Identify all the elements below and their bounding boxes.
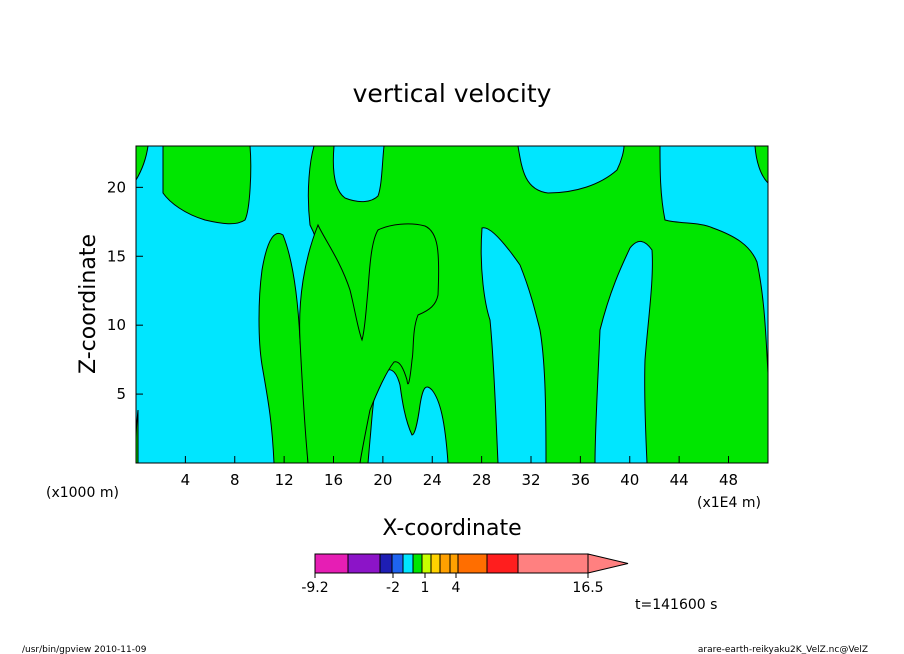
x-tick-label: 20 — [373, 471, 392, 489]
plot-frame — [135, 145, 769, 464]
chart-title: vertical velocity — [353, 79, 552, 108]
colorbar-segment — [314, 553, 349, 574]
positive-region — [135, 145, 769, 464]
colorbar-segment — [517, 553, 589, 574]
x-axis-label: X-coordinate — [382, 516, 521, 541]
x-tick-label: 40 — [620, 471, 639, 489]
colorbar-label: 1 — [421, 580, 430, 596]
x-unit-right: (x1E4 m) — [697, 495, 761, 511]
x-tick-label: 32 — [521, 471, 540, 489]
x-tick-label: 8 — [230, 471, 240, 489]
x-tick-label: 48 — [719, 471, 738, 489]
y-tick-label: 5 — [116, 385, 126, 403]
x-tick-label: 4 — [181, 471, 191, 489]
colorbar-segment — [486, 553, 519, 574]
colorbar-segment — [439, 553, 451, 574]
time-label: t=141600 s — [635, 597, 717, 613]
x-tick-label: 28 — [472, 471, 491, 489]
colorbar-segment — [421, 553, 432, 574]
y-tick-label: 20 — [107, 178, 126, 196]
colorbar-segment — [391, 553, 404, 574]
positive-regions — [135, 145, 769, 464]
colorbar-label: 4 — [452, 580, 461, 596]
x-tick-label: 44 — [670, 471, 689, 489]
colorbar-segment — [449, 553, 459, 574]
colorbar-segment — [430, 553, 441, 574]
y-tick-label: 10 — [107, 316, 126, 334]
x-tick-label: 12 — [275, 471, 294, 489]
colorbar-segment — [402, 553, 414, 574]
colorbar-segment — [379, 553, 393, 574]
footer-right: arare-earth-reikyaku2K_VelZ.nc@VelZ — [698, 645, 868, 654]
colorbar-label: -2 — [386, 580, 400, 596]
colorbar-segment — [457, 553, 488, 574]
x-tick-label: 16 — [324, 471, 343, 489]
footer-left: /usr/bin/gpview 2010-11-09 — [22, 645, 147, 654]
colorbar-extend-arrow — [587, 553, 629, 574]
x-tick-label: 36 — [571, 471, 590, 489]
colorbar-segment — [412, 553, 423, 574]
colorbar — [314, 553, 629, 578]
positive-region — [162, 145, 252, 225]
y-ticks: 5 10 15 20 — [107, 178, 143, 403]
colorbar-segment — [347, 553, 381, 574]
positive-region — [299, 223, 440, 464]
colorbar-label: 16.5 — [572, 580, 603, 596]
x-ticks: 4 8 12 16 20 24 28 32 36 40 44 48 — [181, 456, 738, 489]
y-axis-label: Z-coordinate — [76, 234, 101, 374]
x-unit-left: (x1000 m) — [46, 485, 119, 501]
colorbar-label: -9.2 — [301, 580, 328, 596]
y-tick-label: 15 — [107, 247, 126, 265]
colorbar-labels: -9.2 -2 1 4 16.5 — [301, 580, 603, 596]
x-tick-label: 24 — [423, 471, 442, 489]
